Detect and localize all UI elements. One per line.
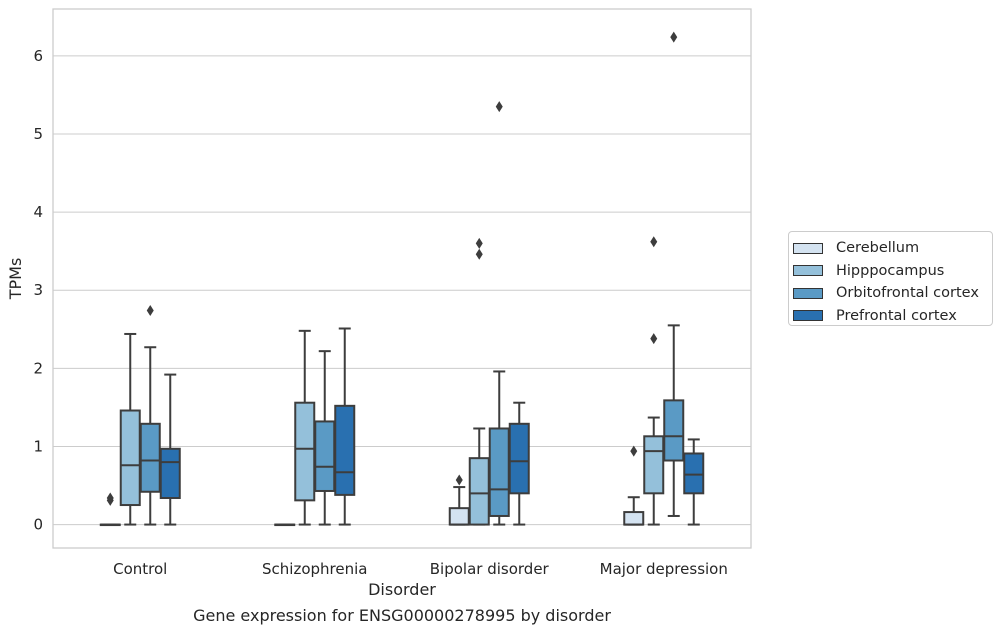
outlier-point [650,236,658,248]
legend-label: Cerebellum [836,240,920,257]
legend-item: Prefrontal cortex [793,305,992,328]
x-tick-label: Bipolar disorder [430,560,550,578]
plot-frame [52,8,752,549]
box-body [159,447,181,500]
box-body [314,420,336,492]
y-tick-label: 1 [33,437,43,455]
box-body [488,427,510,517]
box-body [508,422,530,495]
y-tick-label: 3 [33,281,43,299]
legend-item: Orbitofrontal cortex [793,282,992,305]
box-orbitofrontal-cortex [663,31,685,517]
outlier-point [455,474,463,486]
x-axis-label: Disorder [368,580,436,599]
legend-swatch [793,310,823,322]
x-tick-label: Major depression [600,560,728,578]
box-body [119,409,141,507]
box-hipppocampus [468,237,490,526]
box-cerebellum [448,474,470,526]
box-cerebellum [99,492,121,527]
box-hipppocampus [643,236,665,526]
box-orbitofrontal-cortex [488,101,510,526]
legend-label: Hipppocampus [836,262,945,279]
box-body [623,511,645,526]
box-body [663,399,685,462]
box-body [643,435,665,495]
outlier-point [106,492,114,504]
legend-swatch [793,242,823,254]
y-tick-label: 6 [33,47,43,65]
outlier-point [146,305,154,317]
legend-label: Orbitofrontal cortex [836,285,979,302]
box-prefrontal-cortex [159,373,181,526]
x-tick-label: Control [113,560,167,578]
legend: Cerebellum Hipppocampus Orbitofrontal cort… [788,231,993,326]
legend-swatch [793,265,823,277]
y-tick-label: 2 [33,359,43,377]
y-tick-label: 4 [33,203,43,221]
box-hipppocampus [119,332,141,526]
y-axis-label: TPMs [6,258,25,301]
outlier-point [670,31,678,43]
legend-swatch [793,287,823,299]
box-orbitofrontal-cortex [139,305,161,526]
box-cerebellum [274,523,296,527]
outlier-point [630,445,638,457]
outlier-point [650,333,658,345]
box-hipppocampus [294,329,316,526]
y-tick-label: 0 [33,516,43,534]
outlier-point [495,101,503,113]
chart-caption: Gene expression for ENSG00000278995 by d… [193,606,611,625]
box-body [683,452,705,495]
y-tick-label: 5 [33,125,43,143]
outlier-point [475,248,483,260]
box-prefrontal-cortex [334,327,356,526]
box-body [468,457,490,526]
box-orbitofrontal-cortex [314,350,336,526]
box-cerebellum [623,445,645,526]
outlier-point [475,237,483,249]
box-prefrontal-cortex [683,438,705,526]
x-tick-label: Schizophrenia [262,560,367,578]
legend-item: Hipppocampus [793,260,992,283]
box-prefrontal-cortex [508,401,530,526]
legend-item: Cerebellum [793,237,992,260]
box-body [139,422,161,493]
box-body [294,401,316,502]
box-body [448,507,470,526]
legend-label: Prefrontal cortex [836,307,957,324]
box-body [334,404,356,496]
